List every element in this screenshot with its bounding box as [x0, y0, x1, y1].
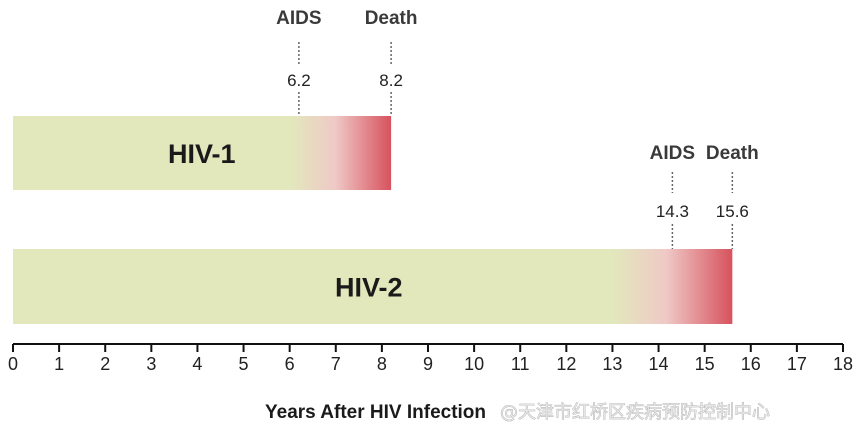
- bars-layer: HIV-1 HIV-2: [13, 116, 733, 324]
- x-tick-label-10: 10: [464, 354, 484, 374]
- bar-label-hiv2: HIV-2: [335, 273, 403, 303]
- bar-label-hiv1: HIV-1: [168, 139, 236, 169]
- marker-label-hiv2-death: Death: [706, 143, 759, 164]
- x-axis-title: Years After HIV Infection: [265, 402, 486, 423]
- x-tick-label-16: 16: [741, 354, 761, 374]
- x-tick-label-6: 6: [285, 354, 295, 374]
- marker-value-hiv1-aids: 6.2: [287, 71, 311, 90]
- x-tick-label-18: 18: [833, 354, 853, 374]
- x-tick-label-3: 3: [146, 354, 156, 374]
- watermark: @天津市红桥区疾病预防控制中心: [500, 402, 770, 423]
- markers-layer: AIDS 6.2 Death 8.2 AIDS 14.3 Death 15.6: [276, 8, 759, 249]
- x-tick-label-0: 0: [8, 354, 18, 374]
- bar-hiv1: [13, 116, 392, 190]
- x-tick-label-8: 8: [377, 354, 387, 374]
- x-tick-label-15: 15: [695, 354, 715, 374]
- marker-value-hiv2-death: 15.6: [716, 202, 749, 221]
- x-tick-label-14: 14: [649, 354, 669, 374]
- marker-label-hiv2-aids: AIDS: [650, 143, 695, 164]
- marker-value-hiv1-death: 8.2: [379, 71, 403, 90]
- x-tick-label-5: 5: [239, 354, 249, 374]
- x-tick-label-13: 13: [602, 354, 622, 374]
- marker-label-hiv1-death: Death: [365, 8, 418, 29]
- x-axis: 0 1 2 3 4 5 6 7 8 9 10 11 12 13 14 15 16 17 18: [8, 343, 853, 374]
- bar-hiv2: [13, 249, 733, 324]
- x-tick-label-7: 7: [331, 354, 341, 374]
- x-tick-label-4: 4: [192, 354, 202, 374]
- x-tick-label-2: 2: [100, 354, 110, 374]
- marker-value-hiv2-aids: 14.3: [656, 202, 689, 221]
- x-tick-label-1: 1: [54, 354, 64, 374]
- x-tick-label-12: 12: [556, 354, 576, 374]
- marker-label-hiv1-aids: AIDS: [276, 8, 321, 29]
- x-tick-label-9: 9: [423, 354, 433, 374]
- x-tick-label-11: 11: [511, 354, 530, 374]
- x-tick-label-17: 17: [787, 354, 807, 374]
